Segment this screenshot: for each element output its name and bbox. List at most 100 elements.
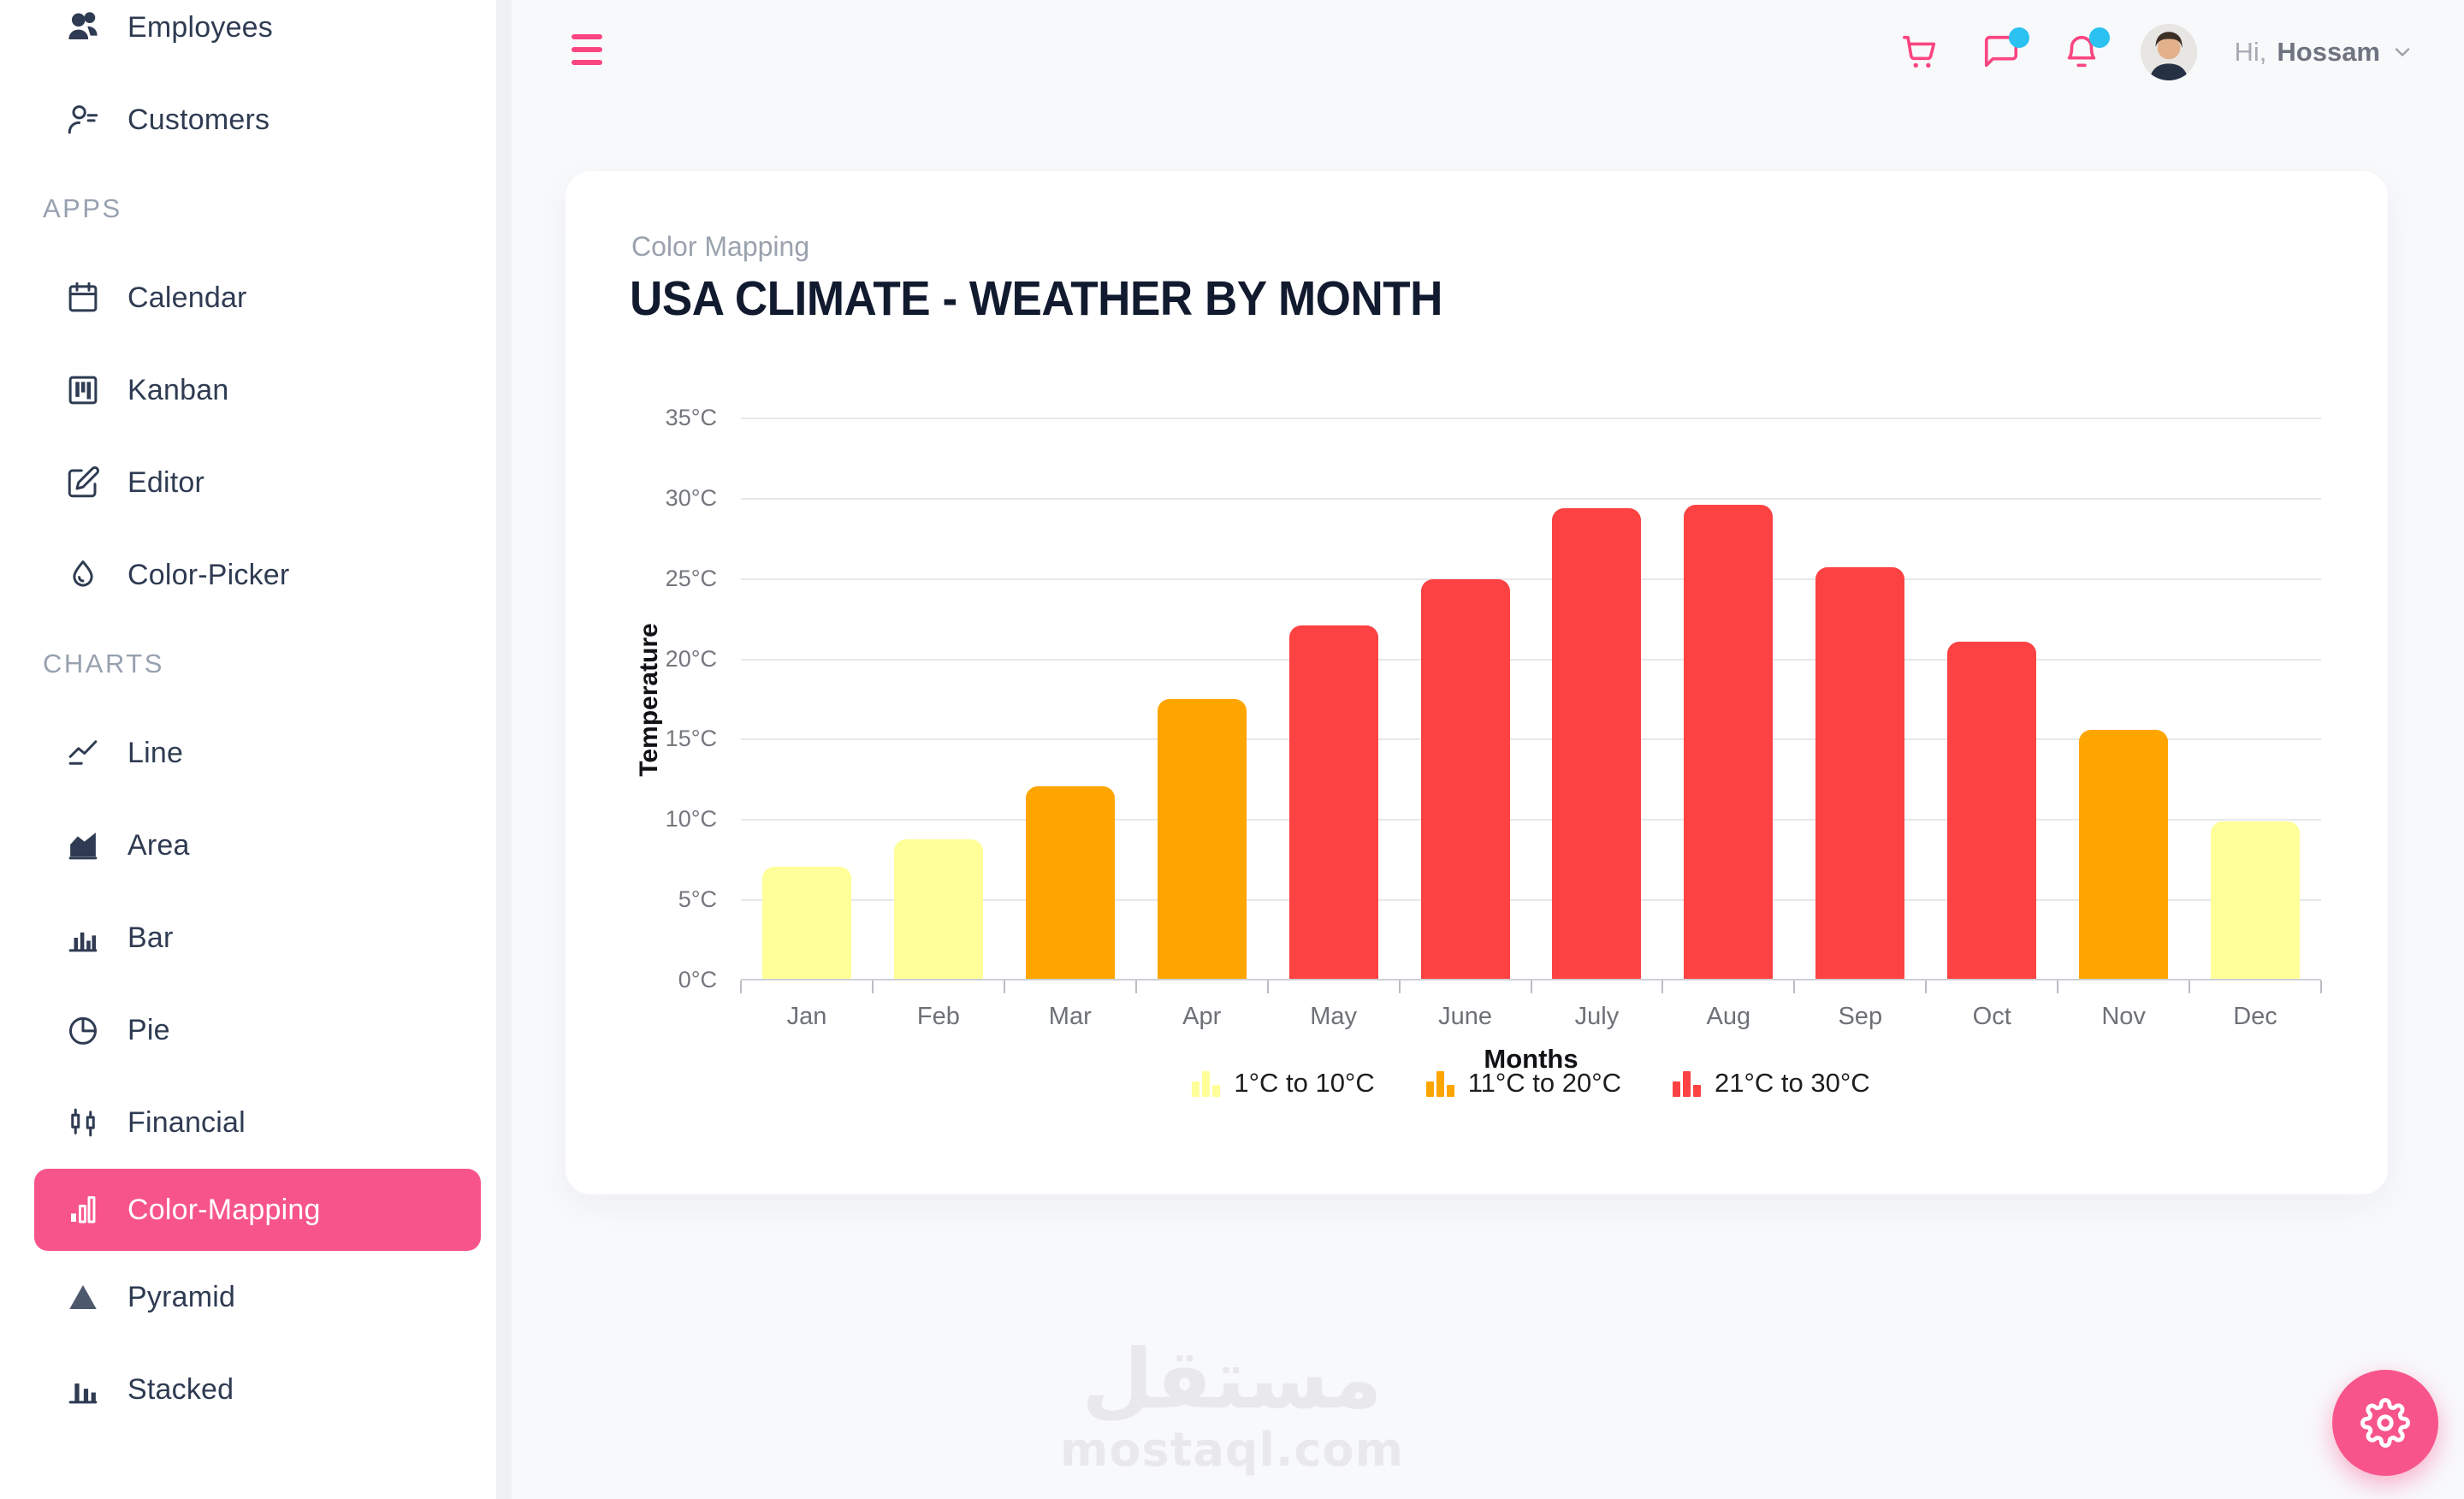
bar-oct[interactable] [1947, 641, 2037, 979]
x-tick [1661, 981, 1664, 993]
stacked-icon [64, 1371, 102, 1408]
bar-jan[interactable] [761, 866, 851, 979]
settings-gear-icon [2360, 1398, 2410, 1448]
x-category-label: Nov [2101, 1003, 2146, 1030]
colorpicker-icon [64, 556, 102, 594]
gridline-35 [741, 418, 2321, 419]
legend-item[interactable]: 21°C to 30°C [1673, 1068, 1870, 1099]
watermark-latin: mostaql.com [1060, 1422, 1404, 1477]
sidebar-item-label: Pie [127, 1013, 170, 1046]
sidebar-item-financial[interactable]: Financial [0, 1076, 496, 1169]
sidebar-item-bar[interactable]: Bar [0, 892, 496, 984]
kanban-icon [64, 371, 102, 409]
bar-dec[interactable] [2211, 821, 2301, 979]
bar-sep[interactable] [1815, 567, 1905, 979]
x-tick [1266, 981, 1269, 993]
sidebar-item-pyramid[interactable]: Pyramid [0, 1251, 496, 1343]
y-tick-label: 25°C [665, 565, 717, 591]
bar-june[interactable] [1420, 578, 1510, 979]
x-tick [2320, 981, 2322, 993]
customers-icon [64, 101, 102, 139]
sidebar-item-customers[interactable]: Customers [0, 74, 496, 166]
legend-label: 11°C to 20°C [1467, 1068, 1622, 1098]
sidebar-item-line[interactable]: Line [0, 707, 496, 799]
card-subtitle: Color Mapping [631, 231, 810, 262]
pyramid-icon [64, 1278, 102, 1316]
sidebar-item-label: Color-Mapping [127, 1193, 321, 1226]
settings-fab[interactable] [2332, 1370, 2438, 1476]
sidebar-item-employees[interactable]: Employees [0, 0, 496, 74]
x-axis-title: Months [1484, 1044, 1578, 1074]
cart-icon[interactable] [1899, 31, 1942, 74]
gridline-25 [741, 578, 2321, 580]
x-category-label: Mar [1048, 1003, 1092, 1030]
bar-mar[interactable] [1025, 785, 1115, 979]
sidebar-item-label: Calendar [127, 281, 247, 314]
sidebar-item-area[interactable]: Area [0, 799, 496, 892]
x-tick [1003, 981, 1005, 993]
y-tick-label: 5°C [678, 886, 717, 913]
y-tick-label: 35°C [665, 405, 717, 430]
topbar-actions: Hi, Hossam [1899, 15, 2415, 89]
gridline-30 [741, 497, 2321, 500]
x-category-label: Jan [786, 1003, 827, 1030]
bar-nov[interactable] [2079, 730, 2169, 979]
sidebar: Employees Customers APPS Calendar Kanban Edit… [0, 0, 496, 1499]
legend-bars-icon [1192, 1069, 1221, 1097]
x-tick [2189, 981, 2191, 993]
chevron-down-icon [2395, 48, 2410, 56]
chat-icon[interactable] [1980, 27, 2029, 74]
financial-icon [64, 1104, 102, 1141]
x-category-label: May [1310, 1003, 1357, 1030]
chart-card: Color Mapping USA CLIMATE - WEATHER BY M… [566, 171, 2388, 1194]
x-tick [1793, 981, 1796, 993]
x-tick [871, 981, 874, 993]
sidebar-item-kanban[interactable]: Kanban [0, 344, 496, 436]
x-tick [1398, 981, 1401, 993]
bar-apr[interactable] [1157, 699, 1247, 979]
bar-feb[interactable] [893, 838, 983, 979]
user-greeting[interactable]: Hi, Hossam [2235, 37, 2415, 68]
sidebar-section-header-apps: APPS [43, 193, 122, 223]
x-category-label: Apr [1182, 1003, 1222, 1030]
bell-icon[interactable] [2060, 27, 2110, 74]
y-tick-label: 30°C [665, 484, 717, 511]
sidebar-item-calendar[interactable]: Calendar [0, 252, 496, 344]
x-tick [2057, 981, 2059, 993]
sidebar-item-color-mapping[interactable]: Color-Mapping [34, 1169, 481, 1251]
bar-july[interactable] [1552, 508, 1642, 979]
bar-may[interactable] [1288, 625, 1378, 979]
sidebar-item-label: Bar [127, 921, 174, 954]
y-tick-label: 10°C [665, 806, 717, 832]
sidebar-item-label: Editor [127, 465, 205, 499]
x-tick [1925, 981, 1928, 993]
hamburger-menu-icon[interactable] [572, 34, 602, 65]
sidebar-scrollbar[interactable] [496, 0, 512, 1499]
bar-aug[interactable] [1684, 505, 1774, 979]
legend-item[interactable]: 11°C to 20°C [1425, 1068, 1622, 1099]
editor-icon [64, 464, 102, 501]
gridline-5 [741, 899, 2321, 902]
chat-badge [2008, 27, 2029, 48]
legend-item[interactable]: 1°C to 10°C [1192, 1068, 1375, 1099]
legend-bars-icon [1425, 1069, 1454, 1097]
sidebar-item-label: Area [127, 828, 190, 862]
x-category-label: Dec [2233, 1003, 2277, 1030]
chart-legend: 1°C to 10°C 11°C to 20°C 21°C to 30°C [741, 1068, 2321, 1099]
x-category-label: Feb [916, 1003, 960, 1030]
x-category-label: June [1438, 1003, 1492, 1030]
sidebar-item-label: Line [127, 736, 184, 769]
line-icon [64, 734, 102, 772]
sidebar-item-color-picker[interactable]: Color-Picker [0, 529, 496, 621]
sidebar-item-label: Pyramid [127, 1280, 236, 1313]
sidebar-item-label: Kanban [127, 373, 229, 406]
avatar[interactable] [2140, 24, 2197, 80]
gridline-15 [741, 738, 2321, 741]
legend-label: 21°C to 30°C [1715, 1068, 1870, 1098]
sidebar-item-stacked[interactable]: Stacked [0, 1343, 496, 1436]
bar-icon [64, 919, 102, 957]
sidebar-item-pie[interactable]: Pie [0, 984, 496, 1076]
sidebar-item-editor[interactable]: Editor [0, 436, 496, 529]
sidebar-item-label: Color-Picker [127, 558, 290, 591]
watermark-arabic: مستقل [1081, 1331, 1383, 1427]
